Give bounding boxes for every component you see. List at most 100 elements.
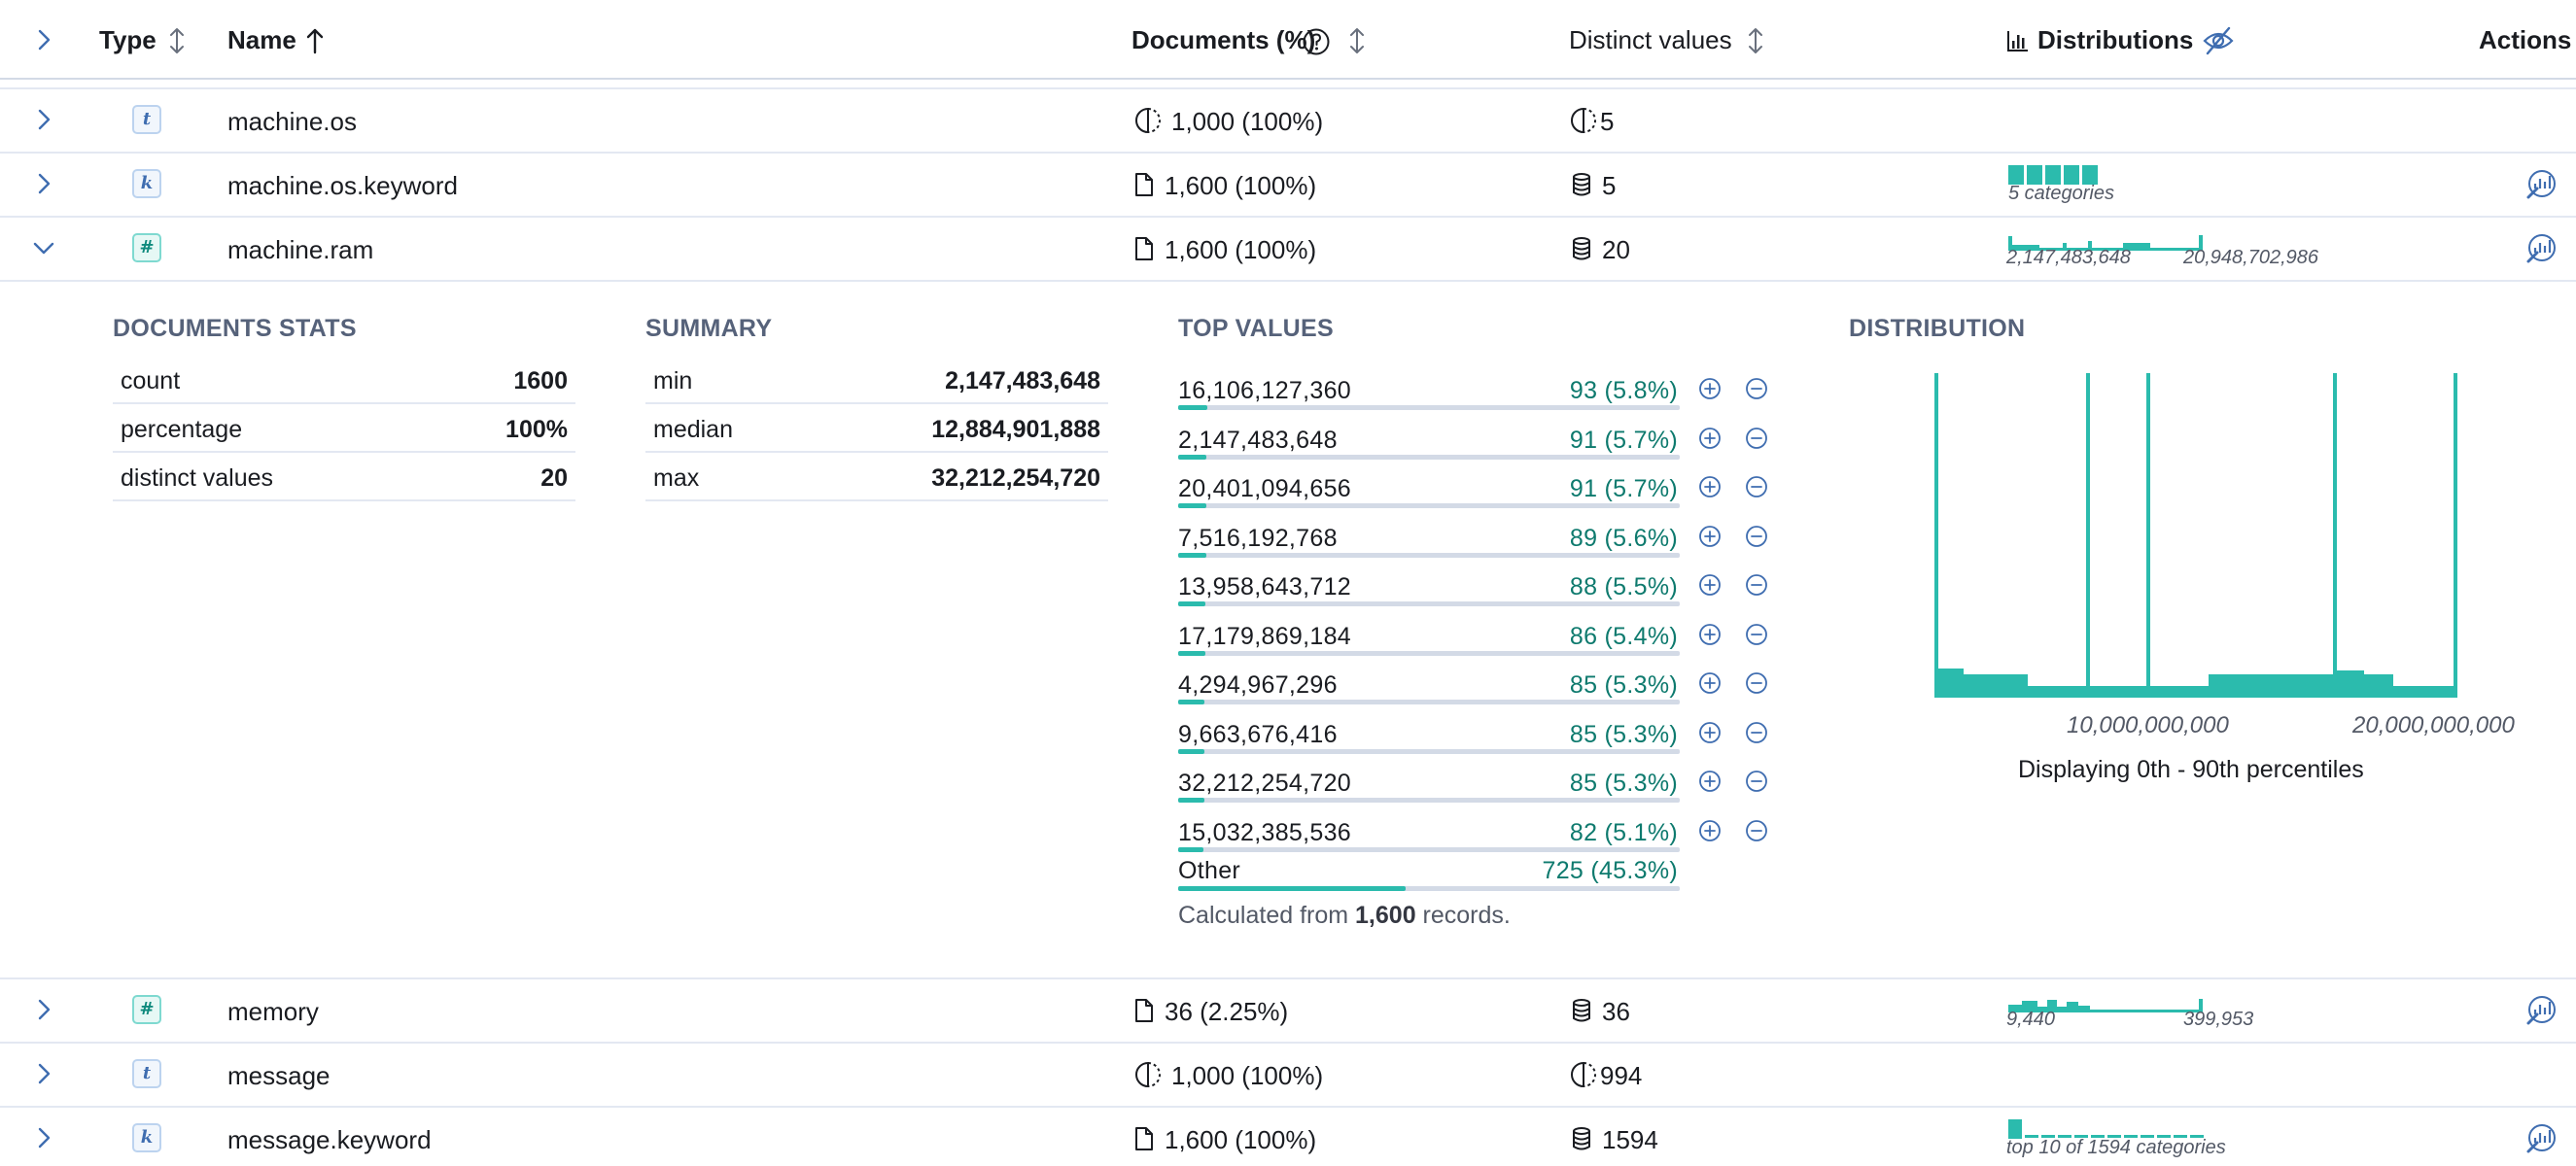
sparkline-min-label: 9,440 bbox=[2006, 1009, 2056, 1030]
category-sparkline bbox=[2008, 165, 2098, 185]
documents-count: 1,000 (100%) bbox=[1171, 1061, 1324, 1090]
sort-arrows-icon[interactable] bbox=[1744, 26, 1767, 55]
filter-out-value-icon[interactable] bbox=[1745, 671, 1768, 695]
distribution-tick-label: 10,000,000,000 bbox=[2067, 712, 2229, 738]
top-value-bar bbox=[1178, 748, 1680, 754]
top-value-count: 85 (5.3%) bbox=[1569, 720, 1678, 748]
filter-out-value-icon[interactable] bbox=[1745, 573, 1768, 597]
collapse-chevron-icon[interactable] bbox=[31, 235, 56, 260]
field-name: message bbox=[227, 1061, 331, 1090]
field-name: machine.ram bbox=[227, 235, 374, 264]
visualize-icon[interactable] bbox=[2525, 993, 2559, 1026]
half-circle-icon bbox=[1571, 107, 1596, 134]
row-divider bbox=[0, 1042, 2576, 1044]
filter-for-value-icon[interactable] bbox=[1698, 819, 1722, 842]
document-icon bbox=[1135, 173, 1153, 196]
number-type-badge: # bbox=[132, 995, 161, 1024]
expand-chevron-icon[interactable] bbox=[31, 107, 56, 132]
filter-for-value-icon[interactable] bbox=[1698, 623, 1722, 646]
filter-for-value-icon[interactable] bbox=[1698, 770, 1722, 793]
top-value-count: 85 (5.3%) bbox=[1569, 671, 1678, 699]
top-value-bar-fill bbox=[1178, 798, 1205, 803]
sparkline-min-label: 2,147,483,648 bbox=[2006, 247, 2131, 268]
filter-for-value-icon[interactable] bbox=[1698, 671, 1722, 695]
column-header-documents[interactable]: Documents (%) bbox=[1131, 25, 1316, 54]
visualize-icon[interactable] bbox=[2525, 231, 2559, 264]
top-value-bar bbox=[1178, 798, 1680, 803]
filter-for-value-icon[interactable] bbox=[1698, 377, 1722, 400]
top-value-row: 9,663,676,416 85 (5.3%) bbox=[1178, 707, 1684, 756]
half-circle-icon bbox=[1571, 1061, 1596, 1088]
top-value-bar bbox=[1178, 700, 1680, 704]
filter-for-value-icon[interactable] bbox=[1698, 427, 1722, 450]
filter-for-value-icon[interactable] bbox=[1698, 525, 1722, 548]
top-value-label: 16,106,127,360 bbox=[1178, 377, 1351, 404]
column-header-distinct-values[interactable]: Distinct values bbox=[1569, 25, 1732, 54]
visualize-icon[interactable] bbox=[2525, 167, 2559, 200]
distribution-area bbox=[1934, 373, 2457, 698]
keyword-type-badge: k bbox=[132, 1123, 161, 1152]
header-divider bbox=[0, 82, 2576, 89]
expand-chevron-icon[interactable] bbox=[31, 1125, 56, 1150]
top-value-count: 82 (5.1%) bbox=[1569, 818, 1678, 846]
filter-out-value-icon[interactable] bbox=[1745, 525, 1768, 548]
bar-chart-icon bbox=[2007, 31, 2028, 51]
stat-value: 1600 bbox=[513, 367, 568, 394]
top-value-bar-fill bbox=[1178, 552, 1206, 558]
distribution-title: DISTRIBUTION bbox=[1849, 315, 2026, 342]
filter-out-value-icon[interactable] bbox=[1745, 721, 1768, 744]
row-divider bbox=[0, 977, 2576, 979]
stat-value: 12,884,901,888 bbox=[931, 416, 1100, 443]
eye-closed-icon[interactable] bbox=[2201, 23, 2236, 58]
text-type-badge: t bbox=[132, 105, 161, 134]
category-sparkline bbox=[2008, 1119, 2204, 1139]
database-icon bbox=[1573, 237, 1590, 260]
filter-out-value-icon[interactable] bbox=[1745, 819, 1768, 842]
sort-arrows-icon[interactable] bbox=[165, 26, 189, 55]
sort-ascending-icon[interactable] bbox=[303, 26, 327, 55]
expand-chevron-icon[interactable] bbox=[31, 997, 56, 1022]
calc-prefix: Calculated from bbox=[1178, 902, 1349, 929]
filter-for-value-icon[interactable] bbox=[1698, 721, 1722, 744]
filter-for-value-icon[interactable] bbox=[1698, 475, 1722, 498]
top-value-row: 15,032,385,536 82 (5.1%) bbox=[1178, 806, 1684, 854]
sort-arrows-icon[interactable] bbox=[1345, 26, 1369, 55]
documents-count: 1,000 (100%) bbox=[1171, 107, 1324, 136]
stat-label: max bbox=[653, 464, 700, 492]
top-value-count: 88 (5.5%) bbox=[1569, 573, 1678, 600]
filter-out-value-icon[interactable] bbox=[1745, 770, 1768, 793]
filter-for-value-icon[interactable] bbox=[1698, 573, 1722, 597]
filter-out-value-icon[interactable] bbox=[1745, 623, 1768, 646]
filter-out-value-icon[interactable] bbox=[1745, 427, 1768, 450]
top-value-count: 91 (5.7%) bbox=[1569, 475, 1678, 502]
top-value-row: 32,212,254,720 85 (5.3%) bbox=[1178, 756, 1684, 805]
filter-out-value-icon[interactable] bbox=[1745, 475, 1768, 498]
expand-chevron-icon[interactable] bbox=[31, 1061, 56, 1086]
top-value-count: 91 (5.7%) bbox=[1569, 426, 1678, 454]
stat-label: count bbox=[121, 367, 181, 394]
help-icon[interactable] bbox=[1302, 27, 1331, 56]
stat-row-percentage: percentage 100% bbox=[113, 404, 575, 453]
distinct-count: 1594 bbox=[1602, 1125, 1658, 1154]
top-value-count: 725 (45.3%) bbox=[1542, 857, 1678, 884]
database-icon bbox=[1573, 173, 1590, 196]
expand-chevron-icon[interactable] bbox=[31, 171, 56, 196]
stat-label: median bbox=[653, 416, 733, 443]
database-icon bbox=[1573, 999, 1590, 1022]
field-name: machine.os.keyword bbox=[227, 171, 458, 200]
top-value-bar bbox=[1178, 405, 1680, 410]
expand-all-chevron-icon[interactable] bbox=[31, 27, 56, 52]
numeric-sparkline bbox=[2008, 999, 2203, 1012]
top-value-label: 15,032,385,536 bbox=[1178, 818, 1351, 846]
visualize-icon[interactable] bbox=[2525, 1121, 2559, 1154]
top-value-bar-fill bbox=[1178, 650, 1205, 656]
filter-out-value-icon[interactable] bbox=[1745, 377, 1768, 400]
column-header-type[interactable]: Type bbox=[99, 25, 157, 54]
sparkline-max-label: 399,953 bbox=[2183, 1009, 2254, 1030]
top-value-bar-fill bbox=[1178, 601, 1206, 606]
column-header-name[interactable]: Name bbox=[227, 25, 296, 54]
top-value-bar-fill bbox=[1178, 886, 1406, 891]
table-header: Type Name Documents (%) Distinct values … bbox=[0, 0, 2576, 80]
summary-row-max: max 32,212,254,720 bbox=[645, 453, 1108, 501]
distinct-count: 36 bbox=[1602, 997, 1630, 1026]
